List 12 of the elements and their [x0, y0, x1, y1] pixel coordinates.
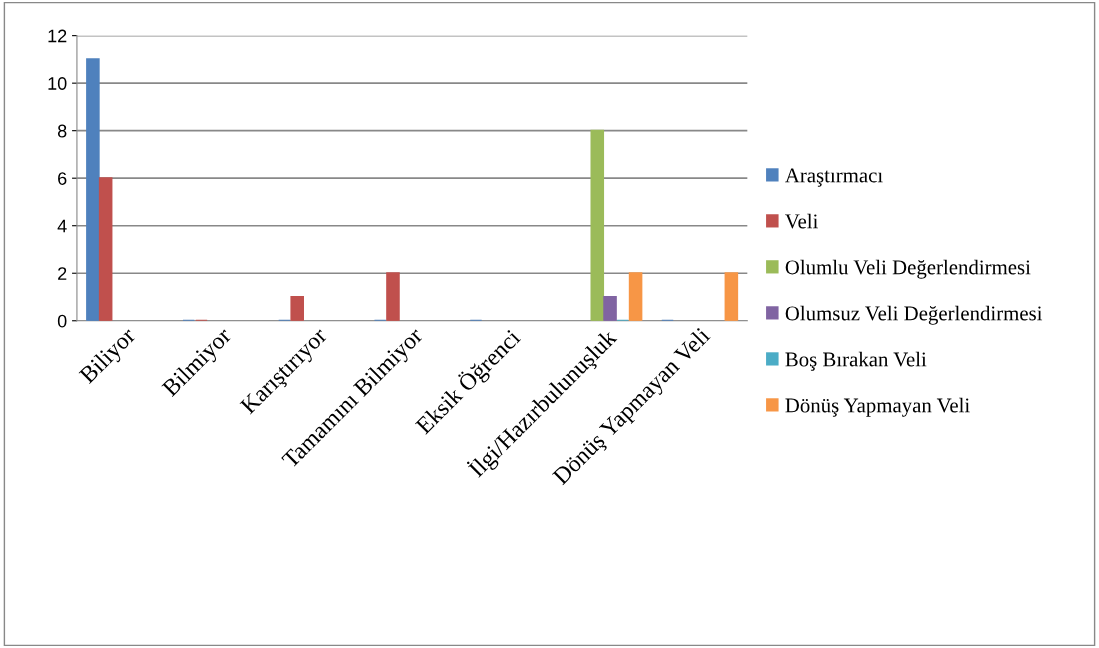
y-tick-label: 10 — [48, 77, 67, 90]
legend-label: Veli — [785, 213, 818, 229]
y-tick-label: 6 — [58, 172, 67, 185]
legend-label: Olumsuz Veli Değerlendirmesi — [785, 305, 1043, 325]
legend-label: Araştırmacı — [785, 168, 883, 187]
y-tick-label: 12 — [48, 29, 67, 43]
y-tick-label: 2 — [58, 267, 67, 280]
y-tick-label: 0 — [57, 314, 67, 328]
y-tick-label: 8 — [57, 124, 67, 138]
legend-label: Olumlu Veli Değerlendirmesi — [785, 259, 1031, 279]
y-tick-label: 4 — [57, 219, 67, 233]
legend-label: Boş Bırakan Veli — [785, 351, 927, 371]
